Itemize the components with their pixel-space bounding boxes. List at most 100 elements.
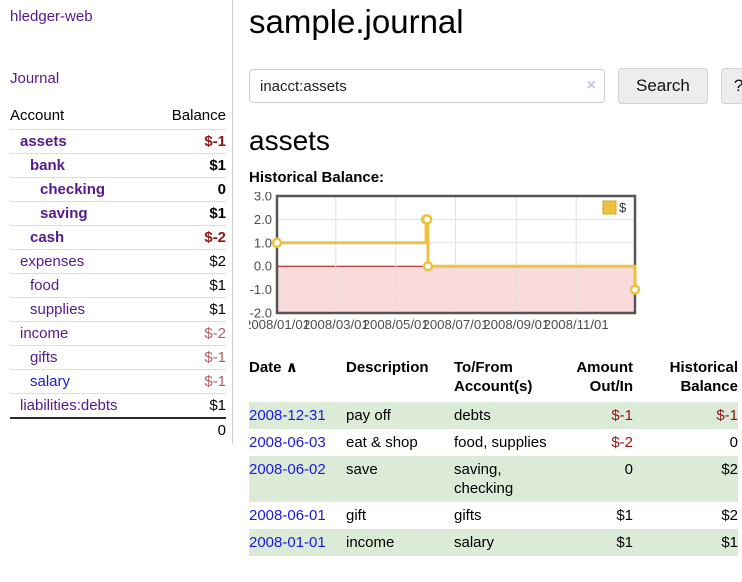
- account-balance: $1: [153, 273, 226, 298]
- data-point-marker: [421, 214, 433, 225]
- account-balance: $1: [153, 297, 226, 322]
- transaction-balance: 0: [729, 434, 738, 451]
- transaction-accounts: saving, checking: [454, 456, 566, 502]
- account-row: gifts $-1: [10, 345, 226, 370]
- account-row: saving $1: [10, 201, 226, 226]
- y-axis-tick-label: 2.0: [254, 212, 272, 227]
- register-table: Date ∧ Description To/From Account(s) Am…: [249, 356, 738, 556]
- y-axis-tick-label: 3.0: [254, 192, 272, 204]
- sidebar-nav: Journal: [10, 70, 226, 88]
- balance-chart-svg: $3.0 2.0 1.0 0.0 -1.0 -2.02008/01/012008/03/0…: [244, 189, 641, 332]
- transaction-date-link[interactable]: 2008-06-01: [249, 507, 326, 524]
- account-balance: $-2: [153, 225, 226, 250]
- accounts-header-row: Account Balance: [10, 103, 226, 130]
- transaction-date-link[interactable]: 2008-12-31: [249, 407, 326, 424]
- account-row: food $1: [10, 273, 226, 298]
- account-balance: $-2: [153, 321, 226, 346]
- transaction-balance: $-1: [643, 402, 738, 429]
- account-link-bank[interactable]: bank: [30, 157, 66, 174]
- transaction-row: 2008-06-01 gift gifts $1 $2: [249, 502, 738, 529]
- transaction-description: save: [346, 456, 454, 502]
- account-heading: assets: [249, 125, 330, 156]
- account-link-liabilities-debts[interactable]: liabilities:debts: [20, 397, 118, 414]
- y-axis-tick-label: -1.0: [250, 282, 272, 297]
- sort-ascending-icon: ∧: [285, 359, 298, 376]
- account-row: checking 0: [10, 177, 226, 202]
- balance-column-header: Balance: [171, 107, 226, 124]
- account-row: expenses $2: [10, 249, 226, 274]
- transaction-row: 2008-01-01 income salary $1 $1: [249, 529, 738, 556]
- account-link-food[interactable]: food: [30, 277, 60, 294]
- transaction-date-link[interactable]: 2008-06-03: [249, 434, 326, 451]
- transaction-balance: $2: [643, 456, 738, 502]
- transaction-accounts: salary: [454, 529, 566, 556]
- y-axis-tick-label: -2.0: [250, 306, 272, 321]
- legend-label: $: [619, 200, 627, 215]
- account-balance: $2: [153, 249, 226, 274]
- chart-title: Historical Balance:: [249, 169, 385, 186]
- plot-border: [275, 194, 637, 315]
- search-button[interactable]: Search: [618, 68, 708, 104]
- account-row: liabilities:debts $1: [10, 393, 226, 418]
- account-link-cash[interactable]: cash: [30, 229, 65, 246]
- historical-balance-column-header: Historical Balance: [669, 359, 738, 395]
- account-row: cash $-2: [10, 225, 226, 250]
- transaction-amount: $-1: [566, 402, 643, 429]
- account-column-header: Account: [10, 107, 65, 124]
- x-axis-tick-label: 2008/07/01: [423, 317, 489, 332]
- clear-search-icon[interactable]: ×: [586, 77, 596, 94]
- transaction-description: gift: [346, 507, 367, 524]
- account-link-salary[interactable]: salary: [30, 373, 71, 390]
- account-row: income $-2: [10, 321, 226, 346]
- transaction-row: 2008-06-02 save saving, checking 0 $2: [249, 456, 738, 502]
- account-balance: $1: [153, 393, 226, 418]
- account-link-saving[interactable]: saving: [40, 205, 88, 222]
- legend-swatch: [602, 200, 617, 215]
- app-brand: hledger-web: [10, 8, 226, 26]
- transaction-amount: $-2: [611, 434, 633, 451]
- accounts-tbody: assets $-1 bank $1 checking 0 saving $1 cash $-2 e…: [10, 129, 226, 418]
- description-column-header: Description: [346, 359, 429, 376]
- accounts-table: Account Balance assets $-1 bank $1 checking 0…: [10, 103, 226, 442]
- x-axis-tick-label: 2008/09/01: [483, 317, 549, 332]
- x-axis-tick-label: 2008/05/01: [363, 317, 429, 332]
- x-axis-tick-label: 2008/11/01: [544, 317, 609, 332]
- account-row: bank $1: [10, 153, 226, 178]
- account-link-gifts[interactable]: gifts: [30, 349, 58, 366]
- account-link-checking[interactable]: checking: [40, 181, 106, 198]
- transaction-amount: $1: [616, 507, 633, 524]
- search-input[interactable]: [249, 69, 605, 103]
- date-column-header[interactable]: Date ∧: [249, 359, 298, 376]
- y-axis-tick-label: 0.0: [254, 259, 272, 274]
- transaction-description: pay off: [346, 402, 454, 429]
- account-link-expenses[interactable]: expenses: [20, 253, 85, 270]
- brand-link[interactable]: hledger-web: [10, 8, 93, 25]
- accounts-total-row: 0: [10, 417, 226, 442]
- account-balance: $1: [153, 201, 226, 226]
- transaction-amount: 0: [566, 456, 643, 502]
- account-link-supplies[interactable]: supplies: [30, 301, 86, 318]
- search-box: ×: [249, 69, 605, 103]
- account-link-assets[interactable]: assets: [20, 133, 67, 150]
- search-form: × Search ?: [249, 68, 742, 104]
- transaction-balance: $2: [721, 507, 738, 524]
- x-axis-tick-label: 2008/01/01: [249, 317, 310, 332]
- main-content: sample.journal × Search ? assets Histori…: [233, 0, 742, 582]
- transaction-row: 2008-12-31 pay off debts $-1 $-1: [249, 402, 738, 429]
- transaction-row: 2008-06-03 eat & shop food, supplies $-2 0: [249, 429, 738, 456]
- help-button[interactable]: ?: [720, 68, 742, 104]
- data-point-marker: [271, 237, 283, 249]
- account-row: supplies $1: [10, 297, 226, 322]
- register-tbody: 2008-12-31 pay off debts $-1 $-1 2008-06-03 ea…: [249, 402, 738, 556]
- transaction-description: income: [346, 529, 454, 556]
- register-header-row: Date ∧ Description To/From Account(s) Am…: [249, 356, 738, 402]
- transaction-date-link[interactable]: 2008-06-02: [249, 461, 326, 478]
- journal-nav-link[interactable]: Journal: [10, 70, 60, 87]
- transaction-amount: $1: [566, 529, 643, 556]
- account-row: salary $-1: [10, 369, 226, 394]
- transaction-date-link[interactable]: 2008-01-01: [249, 534, 326, 551]
- data-point-marker: [629, 284, 641, 295]
- account-link-income[interactable]: income: [20, 325, 69, 342]
- transaction-accounts: gifts: [454, 507, 482, 524]
